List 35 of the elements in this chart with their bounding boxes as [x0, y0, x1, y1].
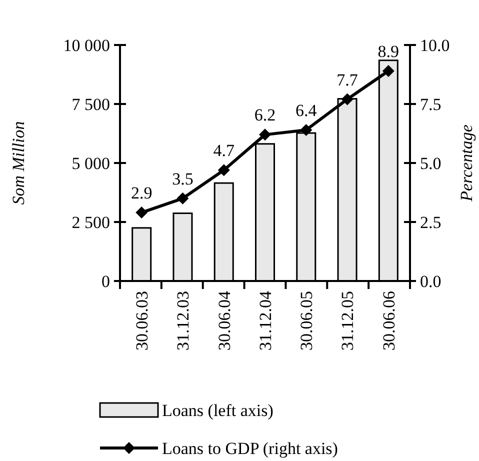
- x-tick-label: 31.12.04: [256, 290, 275, 350]
- point: [218, 164, 230, 176]
- x-tick-label: 30.06.04: [214, 290, 234, 350]
- y2-tick-label: 2.5: [420, 212, 442, 232]
- y-tick-label: 0: [102, 272, 110, 291]
- data-label: 8.9: [378, 42, 400, 61]
- y-tick-label: 7 500: [72, 94, 110, 114]
- point: [300, 124, 312, 136]
- y2-tick-label: 7.5: [420, 94, 442, 114]
- legend-label: Loans to GDP (right axis): [162, 438, 338, 458]
- x-tick-label: 31.12.05: [338, 291, 358, 350]
- data-label: 7.7: [336, 70, 358, 90]
- y-axis-title: Som Million: [9, 121, 28, 205]
- data-label: 4.7: [213, 141, 235, 160]
- y-tick-label: 2 500: [72, 212, 110, 232]
- y2-tick-label: 10.0: [420, 36, 450, 55]
- y2-axis-title: Percentage: [457, 124, 476, 202]
- x-tick-label: 31.12.03: [174, 291, 193, 350]
- point: [136, 206, 148, 219]
- data-label: 6.4: [296, 100, 318, 120]
- x-tick-label: 30.06.05: [297, 291, 316, 350]
- legend-label: Loans (left axis): [162, 400, 274, 420]
- data-label: 6.2: [254, 106, 276, 125]
- y2-tick-label: 0.0: [420, 272, 442, 291]
- data-label: 3.5: [172, 169, 194, 188]
- x-tick-label: 30.06.03: [132, 291, 152, 350]
- point: [382, 64, 394, 77]
- y-tick-label: 5 000: [72, 154, 110, 173]
- y2-tick-label: 5.0: [420, 154, 442, 173]
- point: [176, 192, 189, 204]
- data-label: 2.9: [130, 184, 152, 203]
- point: [341, 93, 354, 106]
- x-tick-label: 30.06.06: [379, 291, 398, 350]
- point: [259, 128, 271, 141]
- y-tick-label: 10 000: [63, 36, 110, 55]
